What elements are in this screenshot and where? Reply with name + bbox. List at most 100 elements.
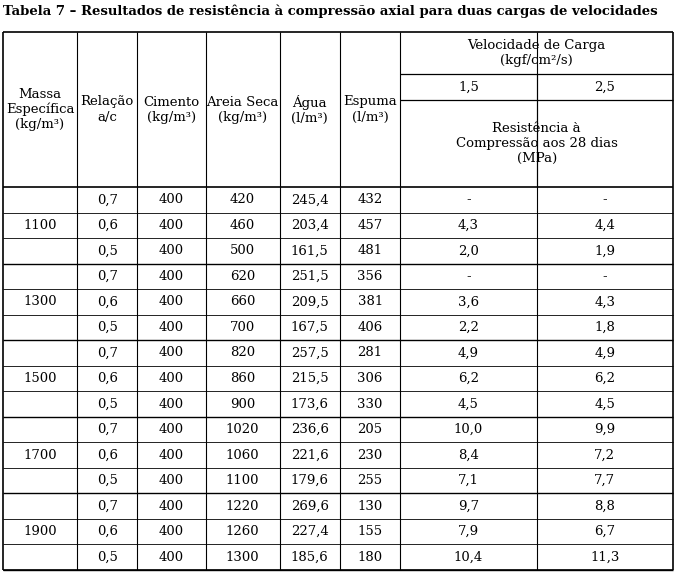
Text: 2,0: 2,0: [458, 244, 479, 257]
Text: 306: 306: [358, 372, 383, 385]
Text: 8,8: 8,8: [594, 500, 615, 513]
Text: 4,9: 4,9: [594, 347, 615, 359]
Text: 6,2: 6,2: [594, 372, 615, 385]
Text: Cimento
(kg/m³): Cimento (kg/m³): [143, 96, 199, 124]
Text: -: -: [466, 270, 470, 283]
Text: 0,7: 0,7: [97, 347, 118, 359]
Text: 820: 820: [230, 347, 255, 359]
Text: 400: 400: [159, 321, 184, 334]
Text: 0,5: 0,5: [97, 551, 118, 564]
Text: 0,7: 0,7: [97, 423, 118, 436]
Text: 0,5: 0,5: [97, 244, 118, 257]
Text: 205: 205: [358, 423, 383, 436]
Text: 400: 400: [159, 423, 184, 436]
Text: 400: 400: [159, 219, 184, 232]
Text: Relação
a/c: Relação a/c: [80, 96, 134, 124]
Text: 255: 255: [358, 474, 383, 487]
Text: 0,6: 0,6: [97, 296, 118, 308]
Text: 4,3: 4,3: [458, 219, 479, 232]
Text: 400: 400: [159, 296, 184, 308]
Text: Espuma
(l/m³): Espuma (l/m³): [343, 96, 397, 124]
Text: 1100: 1100: [226, 474, 260, 487]
Text: 245,4: 245,4: [291, 193, 329, 206]
Text: 460: 460: [230, 219, 255, 232]
Text: 400: 400: [159, 270, 184, 283]
Text: 221,6: 221,6: [291, 449, 329, 462]
Text: 0,6: 0,6: [97, 449, 118, 462]
Text: 400: 400: [159, 244, 184, 257]
Text: 1060: 1060: [226, 449, 260, 462]
Text: 203,4: 203,4: [291, 219, 329, 232]
Text: 155: 155: [358, 525, 383, 538]
Text: 0,7: 0,7: [97, 270, 118, 283]
Text: 4,9: 4,9: [458, 347, 479, 359]
Text: 356: 356: [358, 270, 383, 283]
Text: 1300: 1300: [226, 551, 260, 564]
Text: Tabela 7 – Resultados de resistência à compressão axial para duas cargas de velo: Tabela 7 – Resultados de resistência à c…: [3, 4, 658, 18]
Text: Água
(l/m³): Água (l/m³): [291, 95, 328, 124]
Text: 1,9: 1,9: [594, 244, 615, 257]
Text: 660: 660: [230, 296, 256, 308]
Text: 0,5: 0,5: [97, 474, 118, 487]
Text: 420: 420: [230, 193, 255, 206]
Text: Massa
Específica
(kg/m³): Massa Específica (kg/m³): [6, 88, 74, 131]
Text: 1220: 1220: [226, 500, 260, 513]
Text: 10,0: 10,0: [454, 423, 483, 436]
Text: 330: 330: [358, 398, 383, 410]
Text: 179,6: 179,6: [291, 474, 329, 487]
Text: 227,4: 227,4: [291, 525, 329, 538]
Text: 0,6: 0,6: [97, 219, 118, 232]
Text: 251,5: 251,5: [291, 270, 329, 283]
Text: 1300: 1300: [23, 296, 57, 308]
Text: 400: 400: [159, 500, 184, 513]
Text: 6,7: 6,7: [594, 525, 615, 538]
Text: 620: 620: [230, 270, 255, 283]
Text: 1700: 1700: [23, 449, 57, 462]
Text: 11,3: 11,3: [590, 551, 619, 564]
Text: 400: 400: [159, 372, 184, 385]
Text: 1,8: 1,8: [594, 321, 615, 334]
Text: 1,5: 1,5: [458, 80, 479, 93]
Text: Velocidade de Carga
(kgf/cm²/s): Velocidade de Carga (kgf/cm²/s): [468, 39, 606, 67]
Text: 281: 281: [358, 347, 383, 359]
Text: -: -: [602, 193, 607, 206]
Text: 6,2: 6,2: [458, 372, 479, 385]
Text: 269,6: 269,6: [291, 500, 329, 513]
Text: 215,5: 215,5: [291, 372, 329, 385]
Text: 400: 400: [159, 449, 184, 462]
Text: 432: 432: [358, 193, 383, 206]
Text: 1260: 1260: [226, 525, 260, 538]
Text: 900: 900: [230, 398, 255, 410]
Text: 400: 400: [159, 193, 184, 206]
Text: 4,3: 4,3: [594, 296, 615, 308]
Text: 400: 400: [159, 347, 184, 359]
Text: 161,5: 161,5: [291, 244, 329, 257]
Text: 1020: 1020: [226, 423, 260, 436]
Text: 167,5: 167,5: [291, 321, 329, 334]
Text: 0,7: 0,7: [97, 193, 118, 206]
Text: 7,9: 7,9: [458, 525, 479, 538]
Text: 3,6: 3,6: [458, 296, 479, 308]
Text: 400: 400: [159, 525, 184, 538]
Text: 4,5: 4,5: [594, 398, 615, 410]
Text: 7,2: 7,2: [594, 449, 615, 462]
Text: -: -: [466, 193, 470, 206]
Text: 257,5: 257,5: [291, 347, 329, 359]
Text: Areia Seca
(kg/m³): Areia Seca (kg/m³): [206, 96, 279, 124]
Text: 9,7: 9,7: [458, 500, 479, 513]
Text: 4,4: 4,4: [594, 219, 615, 232]
Text: 500: 500: [230, 244, 255, 257]
Text: 406: 406: [358, 321, 383, 334]
Text: 7,1: 7,1: [458, 474, 479, 487]
Text: 7,7: 7,7: [594, 474, 615, 487]
Text: 9,9: 9,9: [594, 423, 615, 436]
Text: 0,7: 0,7: [97, 500, 118, 513]
Text: 10,4: 10,4: [454, 551, 483, 564]
Text: 0,5: 0,5: [97, 321, 118, 334]
Text: -: -: [602, 270, 607, 283]
Text: 236,6: 236,6: [291, 423, 329, 436]
Text: 400: 400: [159, 474, 184, 487]
Text: 1500: 1500: [23, 372, 57, 385]
Text: Resistência à
Compressão aos 28 dias
(MPa): Resistência à Compressão aos 28 dias (MP…: [456, 122, 618, 165]
Text: 180: 180: [358, 551, 383, 564]
